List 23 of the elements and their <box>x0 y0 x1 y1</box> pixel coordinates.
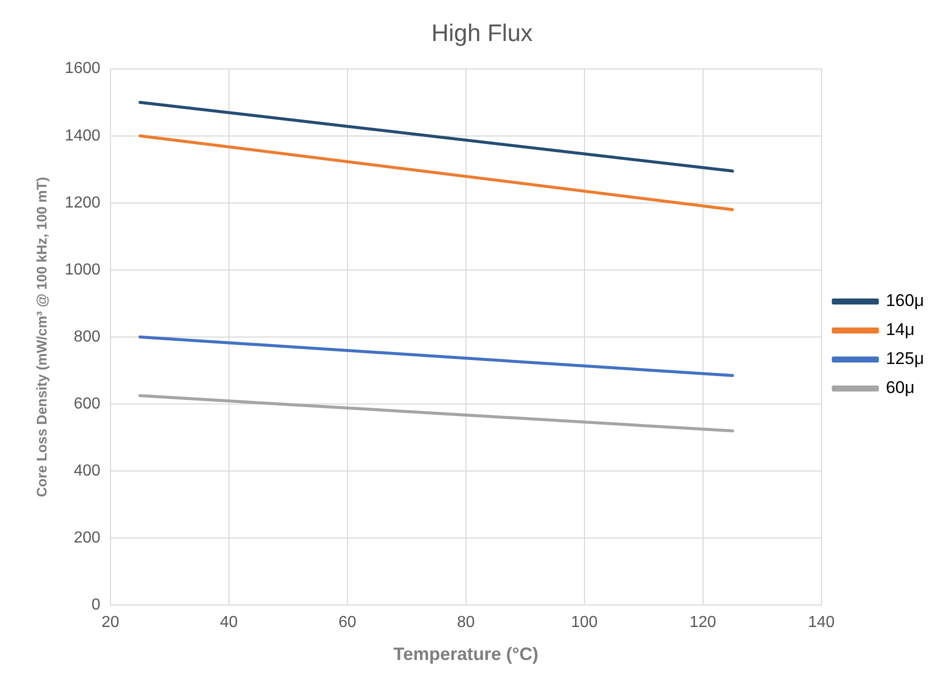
y-tick-label: 1200 <box>64 194 100 212</box>
x-tick-label: 120 <box>690 614 716 632</box>
x-tick-label: 100 <box>571 614 598 632</box>
y-axis-title: Core Loss Density (mW/cm³ @ 100 kHz, 100 mT) <box>33 176 50 498</box>
legend-label: 14μ <box>886 320 915 340</box>
y-tick-label: 1000 <box>64 261 100 278</box>
y-tick-label: 800 <box>74 328 100 346</box>
x-axis-title: Temperature (°C) <box>393 644 538 664</box>
x-tick-label: 60 <box>338 614 356 632</box>
legend-label: 60μ <box>886 378 915 398</box>
y-tick-label: 1400 <box>64 127 100 144</box>
y-tick-label: 200 <box>74 530 100 547</box>
chart-title: High Flux <box>431 20 533 48</box>
x-tick-label: 140 <box>808 614 835 632</box>
y-tick-label: 1600 <box>64 60 100 78</box>
y-tick-label: 600 <box>74 395 100 412</box>
y-tick-label: 400 <box>74 462 100 480</box>
x-tick-label: 40 <box>220 614 238 632</box>
legend-label: 160μ <box>886 291 924 310</box>
y-tick-label: 0 <box>91 596 100 614</box>
x-tick-label: 20 <box>101 614 120 632</box>
x-tick-label: 80 <box>456 614 475 632</box>
legend-label: 125μ <box>886 349 924 368</box>
